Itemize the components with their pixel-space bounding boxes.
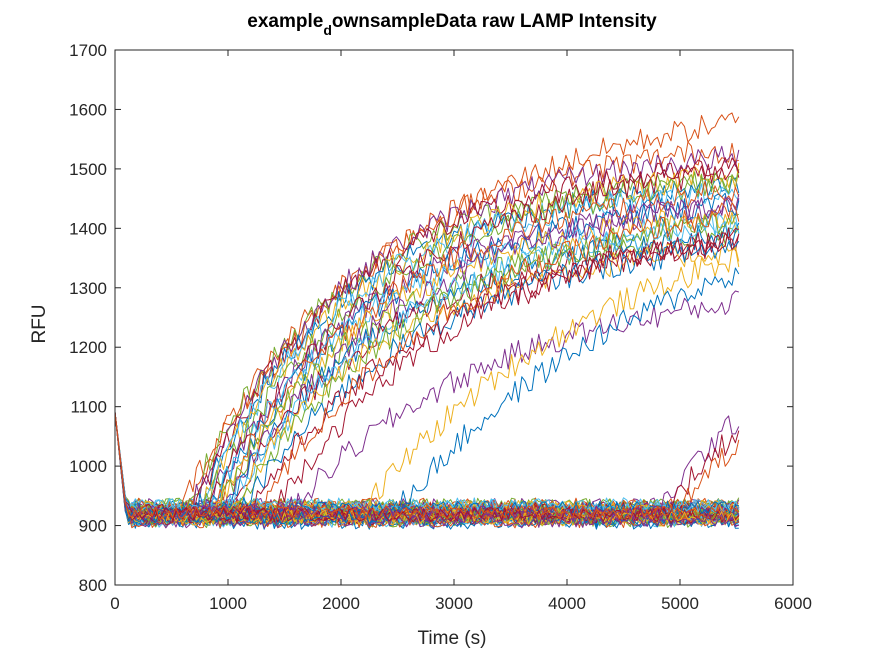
series-line-amplified (114, 227, 740, 523)
chart-title-prefix: example (247, 11, 323, 32)
series-line-amplified (114, 162, 740, 519)
x-tick-label: 0 (110, 594, 119, 613)
tick-labels: 0 1000 2000 3000 4000 5000 6000 800 900 1000 1100 1… (69, 41, 812, 613)
chart-title: exampledownsampleData raw LAMP Intensity (247, 11, 657, 38)
y-tick-label: 1600 (69, 100, 107, 119)
x-axis-label: Time (s) (418, 628, 487, 649)
series-line-amplified (114, 267, 740, 524)
series-line-baseline (114, 412, 740, 513)
y-tick-label: 1300 (69, 279, 107, 298)
series-line-amplified (114, 228, 739, 524)
chart-title-suffix: ownsampleData raw LAMP Intensity (332, 11, 657, 32)
series-line-amplified (114, 181, 740, 522)
x-tick-label: 1000 (209, 594, 247, 613)
series-line-amplified (114, 412, 740, 522)
y-tick-label: 1000 (69, 457, 107, 476)
series-line-amplified (114, 412, 740, 520)
axes (114, 49, 794, 586)
x-tick-label: 6000 (774, 594, 812, 613)
series-line-amplified (114, 168, 740, 518)
series-line-amplified (114, 192, 740, 523)
y-tick-label: 1700 (69, 41, 107, 60)
y-tick-label: 900 (79, 517, 107, 536)
series-line-amplified (114, 161, 740, 521)
y-tick-label: 1100 (70, 398, 107, 417)
x-tick-label: 4000 (548, 594, 586, 613)
x-tick-label: 3000 (435, 594, 473, 613)
y-tick-label: 1500 (69, 160, 107, 179)
chart-title-subscript: d (323, 22, 332, 38)
series-lines (114, 112, 740, 530)
y-tick-label: 1200 (69, 338, 107, 357)
series-line-amplified (114, 157, 740, 519)
series-line-amplified (114, 202, 740, 520)
x-tick-label: 2000 (322, 594, 360, 613)
y-tick-label: 800 (79, 576, 107, 595)
series-line-amplified (114, 145, 740, 521)
series-line-amplified (114, 141, 739, 519)
y-tick-label: 1400 (69, 219, 107, 238)
y-axis-label: RFU (29, 304, 50, 343)
series-line-amplified (114, 209, 740, 522)
series-line-amplified (114, 290, 739, 519)
x-tick-label: 5000 (661, 594, 699, 613)
series-line-amplified (114, 112, 740, 523)
series-line-amplified (114, 247, 740, 524)
